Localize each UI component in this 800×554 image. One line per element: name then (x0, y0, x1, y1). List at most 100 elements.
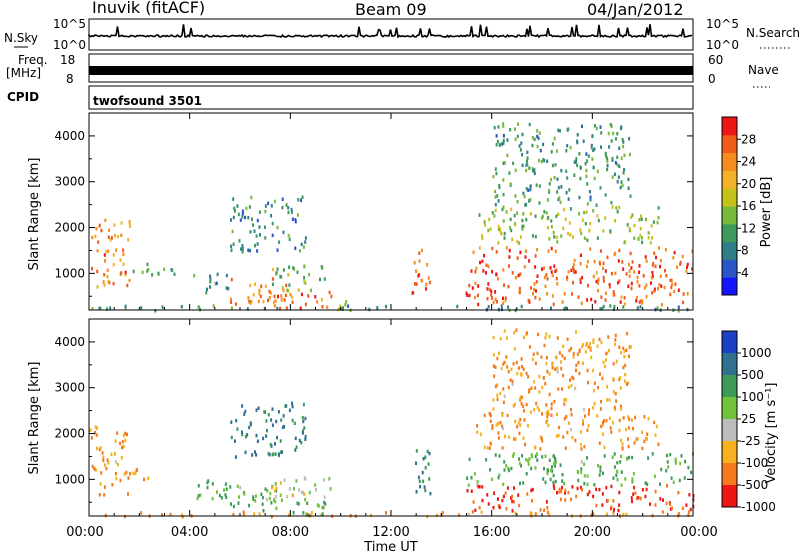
scatter-cell (241, 211, 244, 216)
scatter-cell (514, 137, 517, 142)
scatter-cell (614, 407, 616, 412)
colorbar-tick-label: 25 (741, 412, 756, 426)
scatter-cell (483, 253, 485, 258)
scatter-cell (493, 491, 496, 495)
scatter-cell (244, 215, 246, 220)
scatter-cell (674, 461, 677, 465)
scatter-cell (91, 235, 94, 240)
scatter-cell (575, 330, 577, 334)
scatter-cell (519, 417, 522, 422)
scatter-cell (418, 251, 421, 255)
scatter-cell (556, 282, 559, 286)
scatter-cell (565, 169, 568, 173)
x-tick-label: 00:00 (680, 525, 717, 540)
scatter-cell (606, 167, 609, 172)
scatter-cell (624, 363, 627, 368)
scatter-cell (534, 234, 537, 239)
scatter-cell (428, 477, 431, 481)
scatter-cell (501, 498, 504, 503)
scatter-cell (116, 234, 119, 239)
scatter-cell (689, 507, 692, 512)
scatter-cell (180, 513, 183, 517)
scatter-cell (274, 499, 277, 504)
scatter-cell (502, 296, 504, 301)
scatter-cell (620, 483, 623, 487)
scatter-cell (537, 136, 540, 141)
scatter-cell (570, 497, 573, 502)
scatter-cell (539, 148, 542, 153)
scatter-cell (271, 233, 274, 238)
scatter-cell (576, 486, 579, 491)
scatter-cell (581, 124, 583, 129)
scatter-cell (647, 417, 650, 421)
scatter-cell (233, 439, 236, 443)
scatter-cell (584, 162, 587, 166)
scatter-cell (531, 487, 534, 492)
nave-trace (89, 66, 693, 75)
scatter-cell (269, 291, 272, 295)
power-panel-frame (88, 112, 694, 311)
scatter-cell (569, 233, 572, 237)
scatter-cell (536, 458, 539, 462)
scatter-cell (583, 210, 586, 215)
scatter-cell (285, 306, 288, 310)
scatter-cell (641, 430, 644, 434)
scatter-cell (529, 212, 532, 216)
colorbar-tick-label: -25 (741, 434, 761, 448)
scatter-cell (560, 185, 563, 189)
scatter-cell (241, 430, 243, 435)
scatter-cell (518, 241, 521, 245)
scatter-cell (621, 447, 624, 451)
scatter-cell (535, 183, 538, 187)
scatter-cell (529, 187, 532, 192)
scatter-cell (292, 510, 295, 515)
scatter-cell (557, 387, 560, 391)
scatter-cell (122, 252, 125, 256)
scatter-cell (597, 463, 599, 468)
scatter-cell (527, 424, 529, 428)
scatter-cell (504, 491, 507, 495)
scatter-cell (531, 135, 534, 140)
scatter-cell (650, 275, 653, 280)
scatter-cell (506, 153, 509, 158)
scatter-cell (543, 266, 545, 270)
scatter-cell (592, 406, 595, 410)
scatter-cell (114, 460, 117, 464)
scatter-cell (636, 437, 639, 441)
scatter-cell (519, 235, 522, 239)
scatter-cell (169, 512, 172, 517)
scatter-cell (493, 214, 496, 218)
freq-tick-top: 18 (60, 53, 75, 67)
scatter-cell (507, 284, 510, 289)
scatter-cell (630, 496, 633, 500)
scatter-cell (238, 495, 240, 499)
scatter-cell (597, 385, 599, 390)
scatter-cell (592, 368, 595, 373)
scatter-cell (603, 454, 606, 458)
scatter-cell (576, 133, 579, 137)
scatter-cell (484, 223, 487, 227)
scatter-cell (266, 428, 268, 433)
scatter-cell (255, 408, 258, 412)
scatter-cell (497, 497, 499, 501)
scatter-cell (626, 437, 629, 441)
colorbar-swatch (722, 134, 737, 154)
scatter-cell (664, 247, 667, 252)
scatter-cell (585, 264, 588, 269)
scatter-cell (275, 486, 278, 490)
scatter-cell (571, 375, 574, 380)
scatter-cell (516, 211, 519, 215)
velocity-colorbar-label: Velocity [m s⁻¹] (764, 383, 779, 484)
scatter-cell (291, 210, 293, 214)
scatter-cell (317, 504, 320, 508)
scatter-cell (264, 236, 267, 240)
scatter-cell (525, 163, 528, 167)
scatter-cell (547, 249, 550, 253)
scatter-cell (565, 190, 568, 195)
scatter-cell (495, 143, 498, 147)
scatter-cell (280, 294, 283, 298)
scatter-cell (193, 273, 196, 278)
scatter-cell (589, 247, 592, 251)
scatter-cell (574, 270, 577, 274)
scatter-cell (232, 242, 235, 246)
